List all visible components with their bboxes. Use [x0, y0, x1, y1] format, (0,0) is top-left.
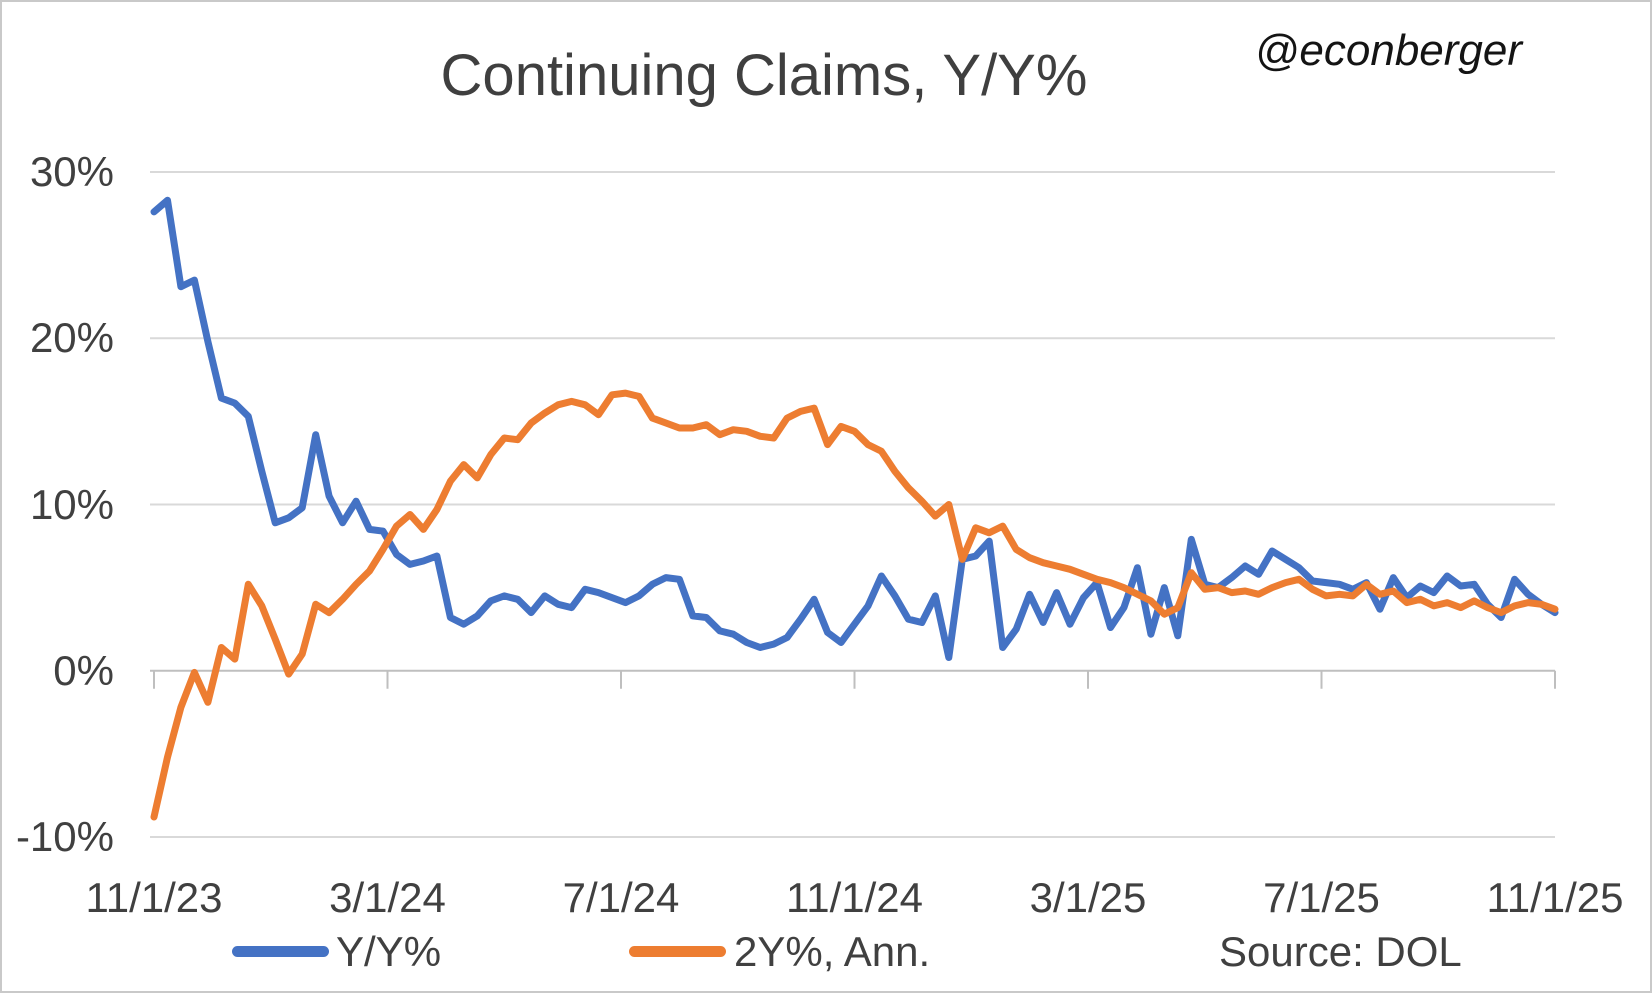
series-line-2y	[150, 389, 1559, 821]
x-tick-label: 11/1/24	[785, 874, 923, 921]
axis-tick-marks	[153, 670, 1556, 689]
x-tick-label: 11/1/25	[1486, 874, 1624, 921]
source-note: Source: DOL	[1219, 928, 1462, 975]
x-tick-label: 11/1/23	[85, 874, 223, 921]
watermark-handle: @econberger	[1254, 26, 1522, 75]
x-tick-label: 3/1/25	[1029, 874, 1147, 921]
y-tick-label: -10%	[15, 813, 114, 860]
legend-swatch-2y	[629, 946, 726, 957]
gridlines	[150, 171, 1555, 838]
x-tick-label: 7/1/24	[562, 874, 680, 921]
legend-label-2y: 2Y%, Ann.	[734, 928, 931, 975]
series-lines	[150, 196, 1559, 821]
y-tick-label: 20%	[29, 314, 114, 362]
x-tick-label: 3/1/24	[329, 874, 446, 921]
legend-label-yy: Y/Y%	[336, 928, 442, 975]
y-tick-label: 30%	[29, 148, 114, 195]
legend-swatch-yy	[232, 946, 329, 957]
y-tick-label: 0%	[53, 646, 114, 694]
y-tick-label: 10%	[29, 480, 114, 528]
chart-title: Continuing Claims, Y/Y%	[440, 43, 1088, 108]
x-tick-label: 7/1/25	[1263, 874, 1380, 921]
